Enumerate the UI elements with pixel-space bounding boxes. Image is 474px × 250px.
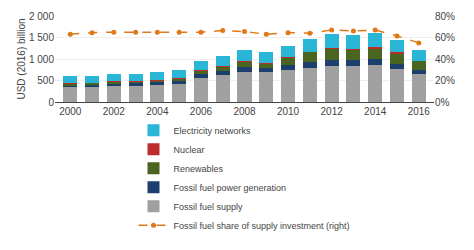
svg-text:2 000: 2 000 xyxy=(29,11,54,22)
svg-text:2002: 2002 xyxy=(103,106,126,117)
svg-text:USD (2016) billion: USD (2016) billion xyxy=(16,18,27,99)
svg-text:500: 500 xyxy=(37,75,54,86)
svg-text:60%: 60% xyxy=(435,32,455,43)
svg-text:2000: 2000 xyxy=(59,106,82,117)
svg-text:Fossil fuel power generation: Fossil fuel power generation xyxy=(174,183,287,193)
svg-text:80%: 80% xyxy=(435,11,455,22)
svg-text:Fossil fuel supply: Fossil fuel supply xyxy=(174,202,244,212)
svg-text:2006: 2006 xyxy=(190,106,213,117)
svg-text:Nuclear: Nuclear xyxy=(174,145,205,155)
svg-text:40%: 40% xyxy=(435,54,455,65)
svg-text:0%: 0% xyxy=(435,97,450,108)
svg-text:1 500: 1 500 xyxy=(29,32,54,43)
svg-text:2008: 2008 xyxy=(233,106,256,117)
svg-text:Fossil fuel share of supply in: Fossil fuel share of supply investment (… xyxy=(174,221,350,231)
svg-text:2016: 2016 xyxy=(408,106,431,117)
svg-text:2010: 2010 xyxy=(277,106,300,117)
svg-text:2014: 2014 xyxy=(364,106,387,117)
svg-text:2012: 2012 xyxy=(321,106,344,117)
svg-text:Electricity networks: Electricity networks xyxy=(174,126,252,136)
svg-text:20%: 20% xyxy=(435,75,455,86)
svg-text:Renewables: Renewables xyxy=(174,164,224,174)
svg-text:0: 0 xyxy=(48,97,54,108)
svg-text:2004: 2004 xyxy=(146,106,169,117)
svg-text:1 000: 1 000 xyxy=(29,54,54,65)
